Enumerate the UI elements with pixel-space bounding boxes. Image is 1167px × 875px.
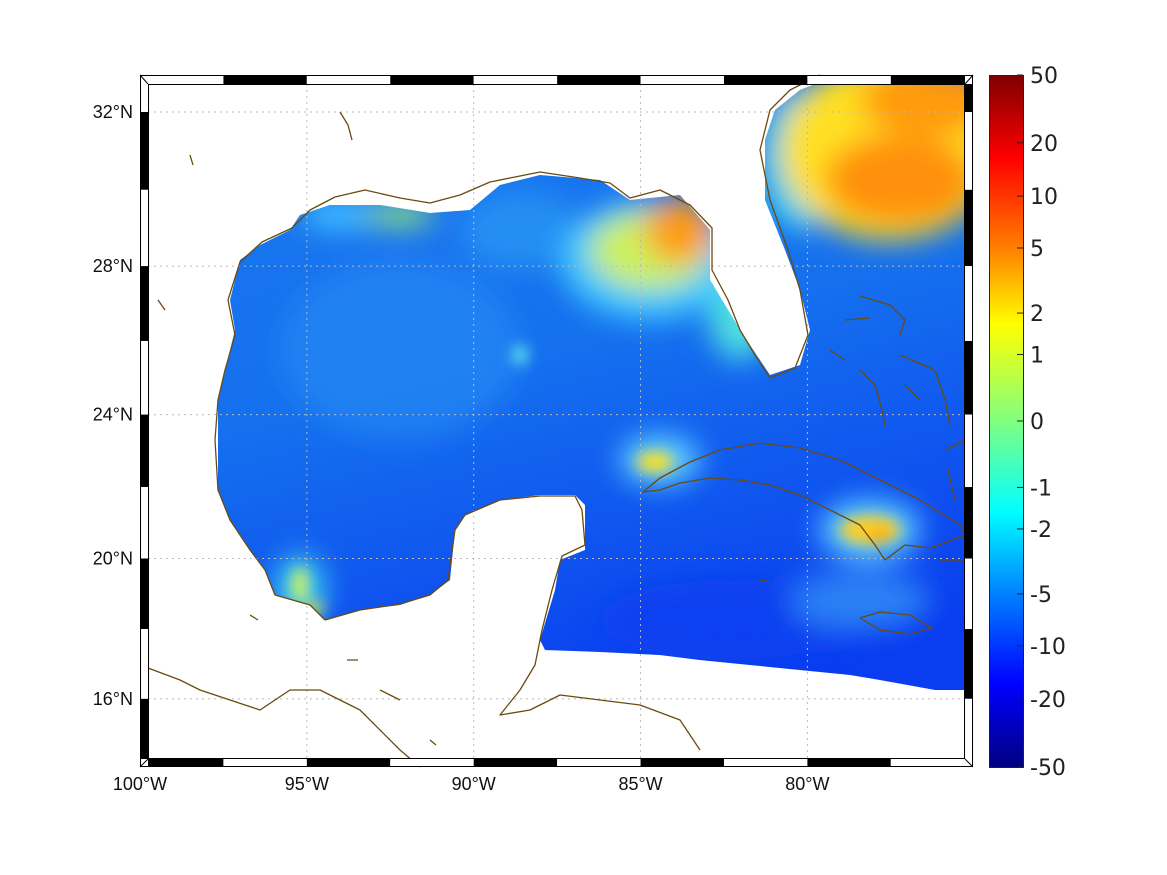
frame-bar-segment bbox=[807, 759, 891, 767]
lon-tick-label: 90°W bbox=[452, 774, 496, 794]
frame-bar-segment bbox=[148, 759, 224, 767]
colorbar-tick-label: -2 bbox=[1030, 518, 1052, 543]
frame-bar-segment bbox=[390, 759, 474, 767]
frame-bar-segment bbox=[473, 759, 558, 767]
mexico-us-gulf-coast bbox=[214, 74, 821, 621]
frame-bar-segment bbox=[965, 84, 972, 112]
frame-bar-segment bbox=[141, 189, 148, 267]
lon-tick-label: 85°W bbox=[618, 774, 662, 794]
lon-tick-label: 100°W bbox=[113, 774, 167, 794]
jamaica bbox=[859, 611, 933, 635]
frame-bar-segment bbox=[223, 76, 307, 84]
frame-bar-segment bbox=[141, 698, 148, 759]
frame-bar-segment bbox=[306, 76, 391, 84]
frame-bar-segment bbox=[141, 266, 148, 341]
frame-bar-segment bbox=[723, 76, 808, 84]
colorbar-tick-label: 1 bbox=[1030, 344, 1044, 369]
colorbar-tick-label: -50 bbox=[1030, 756, 1066, 781]
lat-tick-label: 32°N bbox=[93, 102, 133, 122]
colorbar-tick-label: -1 bbox=[1030, 476, 1052, 501]
frame-bar-segment bbox=[965, 414, 972, 488]
axis-tick-labels: 100°W 95°W 90°W 85°W 80°W 32°N 28°N 24°N 20°N 16°… bbox=[93, 102, 830, 794]
frame-bar-segment bbox=[965, 340, 972, 415]
frame-bar-segment bbox=[141, 414, 148, 488]
frame-bar-segment bbox=[807, 76, 891, 84]
lat-tick-label: 20°N bbox=[93, 549, 133, 569]
frame-bar-segment bbox=[965, 629, 972, 699]
colorbar-tick-label: 0 bbox=[1030, 410, 1044, 435]
islands bbox=[157, 111, 771, 746]
coastlines bbox=[147, 74, 966, 768]
lon-tick-label: 80°W bbox=[785, 774, 829, 794]
bahamas bbox=[829, 295, 951, 426]
cuba bbox=[642, 442, 966, 561]
frame-bar-segment bbox=[557, 759, 641, 767]
frame-bar-segment bbox=[965, 266, 972, 341]
hispaniola bbox=[940, 439, 966, 561]
data-field bbox=[218, 84, 965, 690]
frame-bar-segment bbox=[141, 340, 148, 415]
frame-bar-segment bbox=[141, 487, 148, 559]
frame-bar-segment bbox=[223, 759, 307, 767]
colorbar bbox=[989, 75, 1024, 768]
frame-bar-segment bbox=[890, 76, 965, 84]
colorbar-tick-label: 20 bbox=[1030, 132, 1058, 157]
colorbar-tick-label: -5 bbox=[1030, 583, 1052, 608]
colorbar-tick-label: -20 bbox=[1030, 688, 1066, 713]
colorbar-tick-label: 5 bbox=[1030, 237, 1044, 262]
frame-bar-segment bbox=[390, 76, 474, 84]
frame-bar-segment bbox=[965, 558, 972, 630]
graticule bbox=[148, 84, 965, 759]
frame-bar-segment bbox=[890, 759, 965, 767]
lat-tick-label: 24°N bbox=[93, 405, 133, 425]
lon-tick-label: 95°W bbox=[285, 774, 329, 794]
frame-bar-segment bbox=[965, 698, 972, 759]
frame-bar-segment bbox=[148, 76, 224, 84]
frame-scale-bars bbox=[141, 76, 972, 767]
frame-bar-segment bbox=[640, 76, 724, 84]
lat-tick-label: 28°N bbox=[93, 256, 133, 276]
frame-bar-segment bbox=[141, 629, 148, 699]
frame-bar-segment bbox=[141, 558, 148, 630]
frame-bar-segment bbox=[473, 76, 558, 84]
frame-bar-segment bbox=[965, 189, 972, 267]
colorbar-tick-label: -10 bbox=[1030, 635, 1066, 660]
frame-bar-segment bbox=[965, 487, 972, 559]
frame-bar-segment bbox=[141, 112, 148, 190]
frame-bar-segment bbox=[723, 759, 808, 767]
frame-bar-segment bbox=[965, 112, 972, 190]
frame-bar-segment bbox=[557, 76, 641, 84]
lat-tick-label: 16°N bbox=[93, 689, 133, 709]
colorbar-tick-label: 50 bbox=[1030, 64, 1058, 89]
gulf-coast bbox=[147, 667, 421, 768]
frame-bar-segment bbox=[141, 84, 148, 112]
colorbar-tick-label: 10 bbox=[1030, 185, 1058, 210]
colorbar-tick-label: 2 bbox=[1030, 302, 1044, 327]
frame-bar-segment bbox=[306, 759, 391, 767]
map-frame bbox=[139, 74, 974, 768]
frame-bar-segment bbox=[640, 759, 724, 767]
yucatan-coast bbox=[324, 495, 701, 751]
